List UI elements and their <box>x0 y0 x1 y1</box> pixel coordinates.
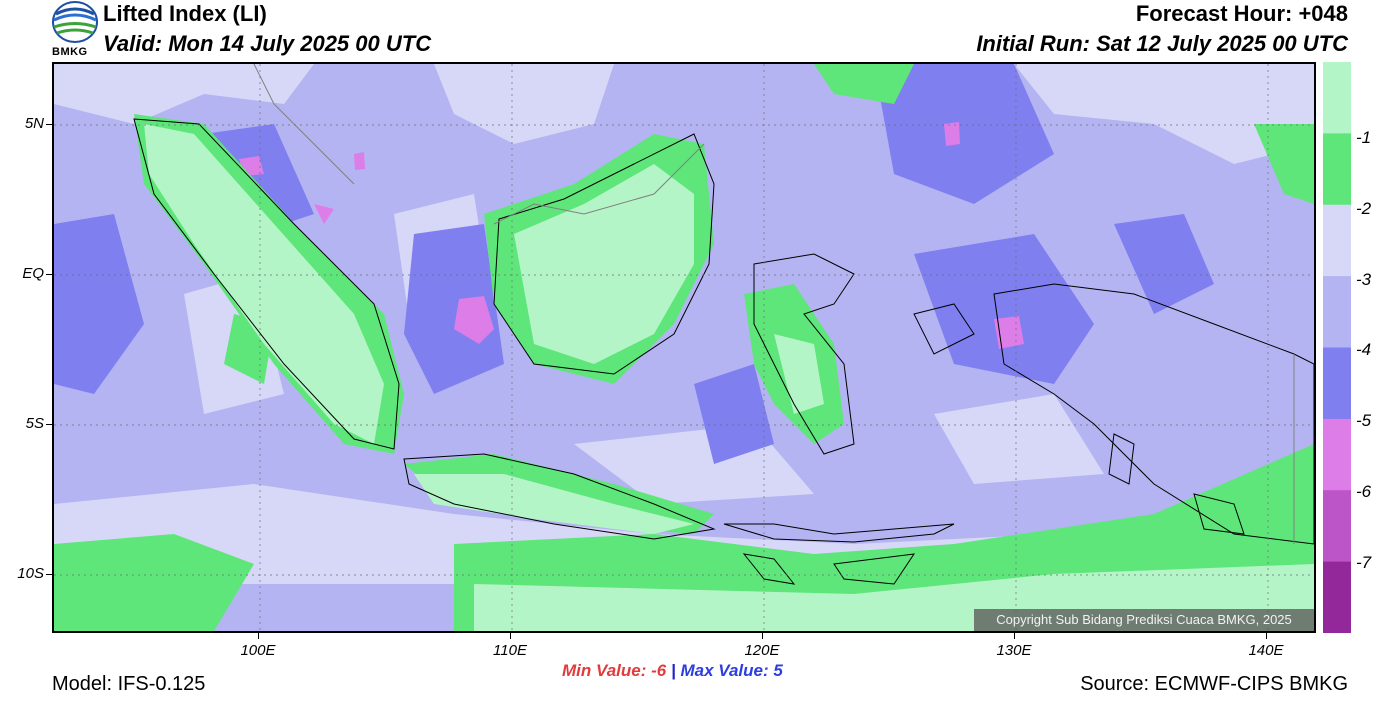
data-source: Source: ECMWF-CIPS BMKG <box>1080 673 1348 695</box>
lat-tick <box>46 574 52 575</box>
lon-tick <box>258 633 259 639</box>
lat-label-10s: 10S <box>17 565 44 582</box>
lon-label-110e: 110E <box>493 642 527 659</box>
legend-band <box>1323 204 1351 277</box>
lifted-index-map <box>52 62 1316 633</box>
valid-time: Valid: Mon 14 July 2025 00 UTC <box>103 31 432 56</box>
color-legend <box>1323 62 1351 634</box>
logo-text: BMKG <box>52 46 88 58</box>
lon-tick <box>510 633 511 639</box>
lon-label-130e: 130E <box>996 642 1032 659</box>
lon-tick <box>1266 633 1267 639</box>
min-max-values: Min Value: -6 | Max Value: 5 <box>562 661 783 681</box>
forecast-hour: Forecast Hour: +048 <box>1135 1 1348 26</box>
country-borders <box>253 64 1295 544</box>
model-name: Model: IFS-0.125 <box>52 673 206 695</box>
lat-label-5s: 5S <box>25 415 44 432</box>
legend-bar <box>1323 62 1351 634</box>
initial-run: Initial Run: Sat 12 July 2025 00 UTC <box>976 31 1348 56</box>
copyright-notice: Copyright Sub Bidang Prediksi Cuaca BMKG… <box>974 609 1314 631</box>
legend-label: -5 <box>1356 411 1372 430</box>
legend-label: -7 <box>1356 553 1372 572</box>
lon-label-100e: 100E <box>240 642 276 659</box>
lon-tick <box>762 633 763 639</box>
legend-band <box>1323 133 1351 206</box>
max-value: Max Value: 5 <box>680 661 783 680</box>
lon-tick <box>1014 633 1015 639</box>
coastlines <box>133 118 1314 585</box>
legend-band <box>1323 418 1351 491</box>
legend-label: -2 <box>1356 199 1372 218</box>
legend-band <box>1323 62 1351 134</box>
stats-separator: | <box>670 661 676 680</box>
lat-label-5n: 5N <box>24 115 44 132</box>
legend-label: -4 <box>1356 340 1372 359</box>
legend-label: -6 <box>1356 482 1372 501</box>
lat-tick <box>46 124 52 125</box>
chart-title: Lifted Index (LI) <box>103 1 267 26</box>
map-canvas <box>54 64 1314 631</box>
lat-tick <box>46 424 52 425</box>
graticule <box>54 64 1314 631</box>
legend-band <box>1323 561 1351 634</box>
legend-label: -3 <box>1356 270 1372 289</box>
li-minus5-6-areas <box>239 122 1024 349</box>
legend-band <box>1323 276 1351 349</box>
legend-band <box>1323 490 1351 563</box>
min-value: Min Value: -6 <box>562 661 667 680</box>
lon-label-140e: 140E <box>1248 642 1284 659</box>
lon-label-120e: 120E <box>744 642 780 659</box>
lat-tick <box>46 274 52 275</box>
li-minus4-5-areas <box>54 64 1214 464</box>
lat-label-eq: EQ <box>22 265 44 282</box>
legend-band <box>1323 347 1351 420</box>
legend-label: -1 <box>1356 128 1372 147</box>
bmkg-logo <box>50 0 100 60</box>
